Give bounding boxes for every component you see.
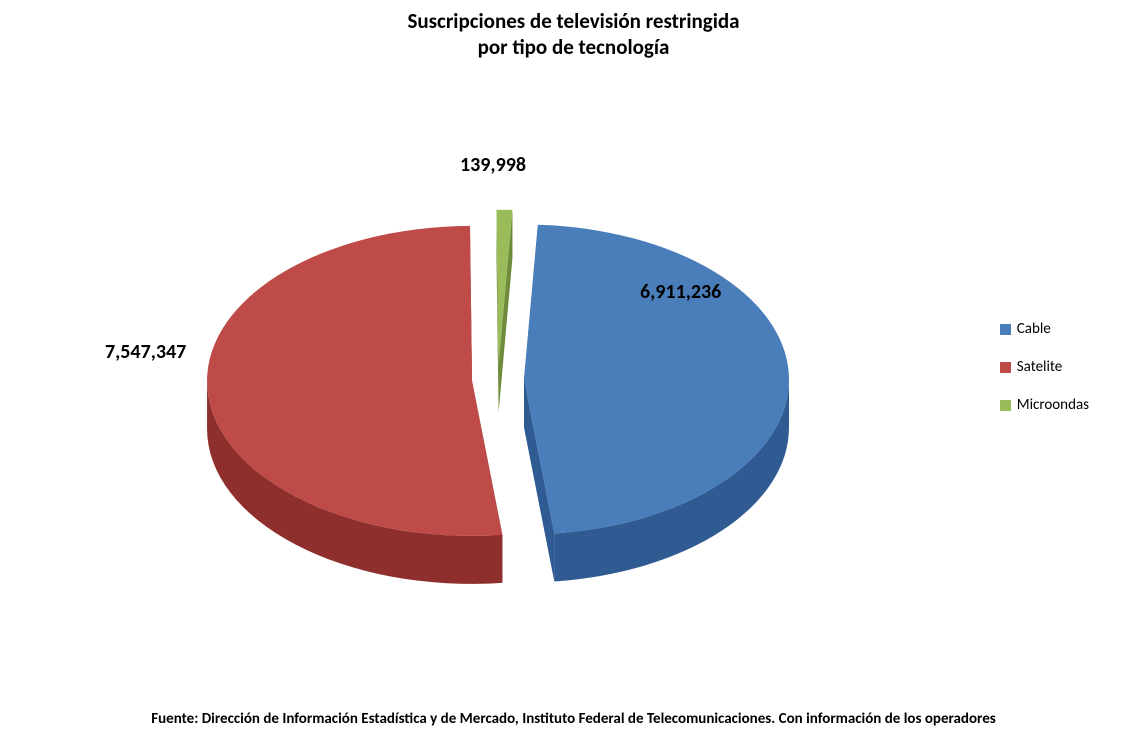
legend-swatch-cable: [1000, 324, 1011, 335]
data-label-microondas: 139,998: [460, 153, 526, 177]
legend: Cable Satelite Microondas: [1000, 300, 1089, 434]
data-label-satelite: 7,547,347: [105, 340, 186, 364]
legend-item-microondas: Microondas: [1000, 396, 1089, 414]
legend-label-satelite: Satelite: [1017, 358, 1062, 376]
legend-swatch-microondas: [1000, 400, 1011, 411]
legend-swatch-satelite: [1000, 362, 1011, 373]
footer-source: Fuente: Dirección de Información Estadís…: [0, 710, 1147, 728]
pie-chart: [0, 0, 1147, 746]
legend-label-microondas: Microondas: [1017, 396, 1089, 414]
legend-item-cable: Cable: [1000, 320, 1089, 338]
data-label-cable: 6,911,236: [640, 280, 721, 304]
legend-label-cable: Cable: [1017, 320, 1051, 338]
legend-item-satelite: Satelite: [1000, 358, 1089, 376]
